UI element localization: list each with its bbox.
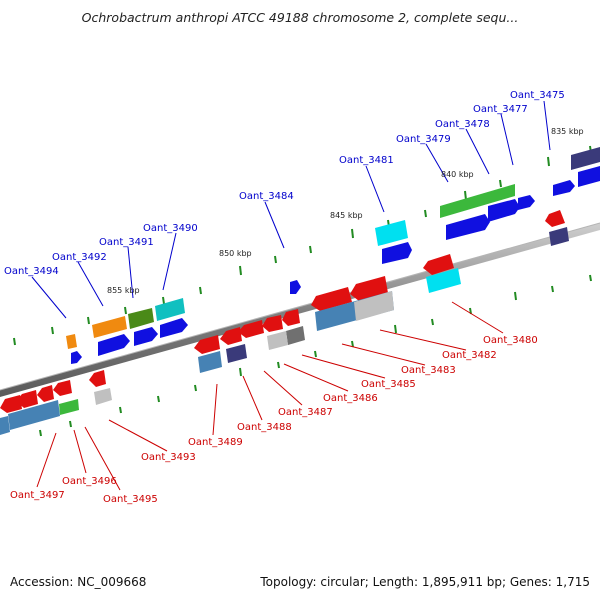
feature-3479b[interactable] <box>488 199 520 222</box>
feature-3485[interactable] <box>282 309 300 326</box>
gene-label[interactable]: Oant_3497 <box>10 490 65 501</box>
feature-3478[interactable] <box>518 195 535 210</box>
kbp-labels: 835 kbp 840 kbp 845 kbp 850 kbp 855 kbp <box>107 127 584 295</box>
sequence-summary: Topology: circular; Length: 1,895,911 bp… <box>260 575 590 589</box>
feature-3486[interactable] <box>262 315 283 332</box>
gene-label[interactable]: Oant_3485 <box>361 379 416 390</box>
feature-3497b[interactable] <box>0 395 22 413</box>
feature-3493[interactable] <box>89 370 106 387</box>
gene-label[interactable]: Oant_3490 <box>143 223 198 234</box>
feature-3489b[interactable] <box>198 351 222 373</box>
feature-3495b[interactable] <box>59 399 79 415</box>
feature-3490b[interactable] <box>160 318 188 338</box>
feature-3477[interactable] <box>553 180 575 196</box>
feature-3487b[interactable] <box>220 327 242 345</box>
feature-3496b[interactable] <box>8 400 60 430</box>
feature-3476[interactable] <box>578 166 600 187</box>
feature-3483b[interactable] <box>354 291 394 321</box>
gene-label[interactable]: Oant_3483 <box>401 365 456 376</box>
gene-label[interactable]: Oant_3477 <box>473 104 528 115</box>
feature-3494b[interactable] <box>71 351 82 364</box>
gene-label[interactable]: Oant_3480 <box>483 335 538 346</box>
feature-3490[interactable] <box>155 298 185 321</box>
gene-label[interactable]: Oant_3495 <box>103 494 158 505</box>
gene-label[interactable]: Oant_3491 <box>99 237 154 248</box>
feature-3498[interactable] <box>0 416 10 435</box>
feature-3492[interactable] <box>92 316 127 338</box>
gene-label[interactable]: Oant_3487 <box>278 407 333 418</box>
kbp-label: 855 kbp <box>107 286 140 295</box>
gene-label[interactable]: Oant_3496 <box>62 476 117 487</box>
feature-3489[interactable] <box>194 335 220 354</box>
feature-3488[interactable] <box>226 344 247 363</box>
gene-label[interactable]: Oant_3486 <box>323 393 378 404</box>
gene-label[interactable]: Oant_3489 <box>188 437 243 448</box>
gene-label[interactable]: Oant_3492 <box>52 252 107 263</box>
feature-3480f[interactable] <box>446 214 490 240</box>
reverse-callouts <box>36 301 504 491</box>
gene-label[interactable]: Oant_3478 <box>435 119 490 130</box>
gene-label[interactable]: Oant_3493 <box>141 452 196 463</box>
gene-label[interactable]: Oant_3482 <box>442 350 497 361</box>
kbp-label: 835 kbp <box>551 127 584 136</box>
sequence-title: Ochrobactrum anthropi ATCC 49188 chromos… <box>81 10 519 25</box>
feature-3497[interactable] <box>16 390 38 408</box>
feature-3491[interactable] <box>128 308 154 329</box>
feature-3475[interactable] <box>571 147 600 170</box>
feature-3481b[interactable] <box>382 242 412 264</box>
gene-label[interactable]: Oant_3494 <box>4 266 59 277</box>
feature-3492b[interactable] <box>98 334 130 356</box>
feature-3479[interactable] <box>440 184 515 218</box>
kbp-label: 850 kbp <box>219 249 252 258</box>
gene-label[interactable]: Oant_3484 <box>239 191 294 202</box>
gene-label[interactable]: Oant_3479 <box>396 134 451 145</box>
reverse-strand-features <box>0 210 569 435</box>
forward-gene-labels: Oant_3475 Oant_3477 Oant_3478 Oant_3479 … <box>4 90 565 277</box>
reverse-gene-labels: Oant_3480 Oant_3482 Oant_3483 Oant_3485 … <box>10 335 538 505</box>
feature-3487[interactable] <box>238 320 264 338</box>
feature-3475r2[interactable] <box>549 227 569 246</box>
gene-label[interactable]: Oant_3481 <box>339 155 394 166</box>
feature-3482b[interactable] <box>311 287 352 311</box>
accession-text: Accession: NC_009668 <box>10 575 147 589</box>
gene-label[interactable]: Oant_3475 <box>510 90 565 101</box>
gene-label[interactable]: Oant_3488 <box>237 422 292 433</box>
feature-3496[interactable] <box>37 385 54 402</box>
kbp-label: 840 kbp <box>441 170 474 179</box>
kbp-label: 845 kbp <box>330 211 363 220</box>
forward-callouts <box>31 100 551 319</box>
feature-3481[interactable] <box>375 220 408 246</box>
forward-strand-features <box>66 147 600 364</box>
feature-3485b[interactable] <box>286 326 305 345</box>
feature-3480b[interactable] <box>426 268 461 293</box>
feature-3491b[interactable] <box>134 327 158 346</box>
feature-3480[interactable] <box>423 254 454 275</box>
feature-3486b[interactable] <box>267 331 288 350</box>
feature-3484[interactable] <box>290 280 301 294</box>
feature-3495[interactable] <box>53 380 72 396</box>
feature-3494[interactable] <box>66 334 77 349</box>
feature-3475r[interactable] <box>545 210 565 227</box>
feature-3493b[interactable] <box>94 388 112 405</box>
